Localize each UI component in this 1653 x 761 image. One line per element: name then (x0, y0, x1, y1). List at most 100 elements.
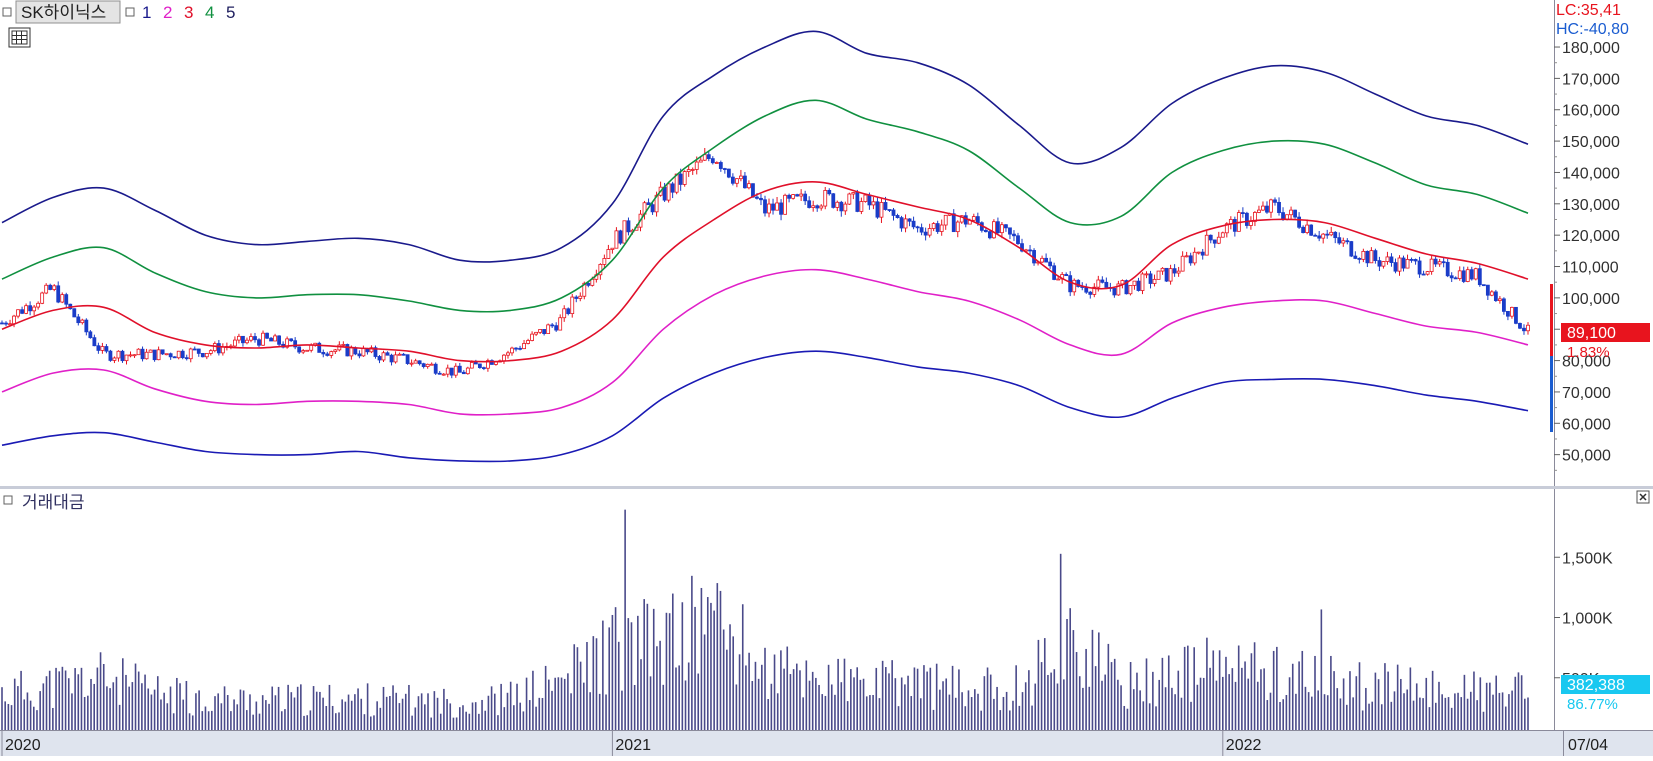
candle (943, 214, 948, 230)
volume-bar (525, 677, 528, 730)
volume-bar (287, 684, 289, 730)
volume-bar (293, 697, 296, 730)
volume-bar (579, 661, 582, 730)
volume-bar (824, 695, 827, 730)
volume-bar (7, 703, 10, 730)
candle (534, 331, 538, 337)
volume-bar (748, 652, 750, 730)
volume-bar (207, 711, 210, 730)
volume-bar (1066, 619, 1068, 730)
candle (64, 292, 69, 308)
candle (1008, 227, 1012, 240)
volume-bar (1005, 691, 1008, 730)
close-icon[interactable] (1636, 490, 1650, 504)
candle (1301, 225, 1306, 234)
volume-bar (430, 717, 432, 730)
ticker-button[interactable] (15, 0, 121, 24)
volume-bar (1126, 708, 1129, 730)
candle (160, 349, 165, 355)
candle (1405, 254, 1410, 269)
volume-bar (1206, 637, 1208, 730)
ticker-collapse-box[interactable] (2, 7, 12, 17)
series-number-2[interactable]: 2 (163, 3, 172, 22)
volume-bar (1, 687, 3, 730)
volume-bar (1129, 662, 1132, 730)
volume-bar (1088, 686, 1091, 730)
volume-bar (1139, 690, 1141, 730)
table-icon[interactable] (8, 27, 31, 48)
candle (52, 284, 57, 292)
candle (1477, 264, 1482, 287)
volume-bar (1053, 669, 1056, 730)
volume-bar (1250, 653, 1253, 730)
candle (120, 349, 125, 363)
candle (1293, 209, 1297, 219)
candle (955, 220, 960, 238)
volume-bar (1043, 638, 1046, 730)
volume-bar (1225, 656, 1227, 730)
volume-bar (1498, 692, 1501, 730)
volume-bar (1352, 697, 1354, 730)
volume-bar (17, 686, 19, 730)
series-number-4[interactable]: 4 (205, 3, 214, 22)
candle (839, 200, 844, 217)
volume-bar (64, 670, 67, 730)
volume-collapse-box[interactable] (3, 495, 13, 505)
series-number-5[interactable]: 5 (226, 3, 235, 22)
volume-bar (118, 704, 121, 730)
volume-badge-percent: 86.77% (1567, 696, 1618, 713)
volume-bar (1228, 674, 1230, 730)
volume-bar (627, 618, 630, 730)
candle (1128, 285, 1133, 296)
candle (1140, 272, 1145, 295)
candle (835, 200, 840, 212)
volume-bar (1028, 670, 1030, 730)
volume-bar (1282, 699, 1285, 730)
volume-bar (156, 676, 159, 730)
volume-badge (1561, 675, 1650, 694)
volume-bar (1511, 690, 1513, 730)
volume-bar (1295, 693, 1297, 730)
candle (301, 348, 306, 355)
candle (1000, 221, 1004, 239)
candle (373, 345, 378, 359)
volume-bar (1171, 687, 1173, 730)
series-number-3[interactable]: 3 (184, 3, 193, 22)
volume-bar (776, 693, 779, 730)
volume-bar (52, 707, 54, 730)
candle (1409, 257, 1414, 263)
volume-bar (315, 691, 318, 730)
volume-bar (1520, 675, 1523, 730)
volume-bar (1425, 677, 1428, 730)
candle (465, 366, 470, 375)
volume-bar (528, 700, 531, 730)
volume-bar (703, 634, 706, 730)
candle (20, 306, 24, 315)
candle (1164, 267, 1169, 282)
volume-bar (1136, 672, 1138, 730)
volume-bar (1241, 667, 1243, 730)
volume-bar (1180, 697, 1183, 730)
volume-bar (1209, 667, 1211, 730)
panel-divider[interactable] (0, 486, 1653, 489)
volume-bar (1415, 683, 1418, 730)
candle (104, 344, 109, 354)
volume-bar (1167, 655, 1170, 730)
volume-bar (923, 665, 925, 730)
volume-bar (335, 713, 337, 730)
candle (1437, 258, 1442, 267)
candle (1305, 219, 1310, 235)
candle (951, 209, 956, 233)
volume-bar (163, 692, 165, 730)
candle (1514, 306, 1518, 325)
series-number-1[interactable]: 1 (142, 3, 151, 22)
volume-bar (102, 663, 105, 730)
volume-bar (331, 705, 334, 730)
volume-bar (465, 711, 467, 730)
volume-bar (166, 703, 169, 730)
x-tick-label: 2021 (615, 737, 651, 754)
volume-bar (1288, 677, 1291, 730)
volume-bar (1396, 664, 1399, 730)
series-collapse-box[interactable] (125, 7, 135, 17)
candle (1317, 231, 1322, 242)
